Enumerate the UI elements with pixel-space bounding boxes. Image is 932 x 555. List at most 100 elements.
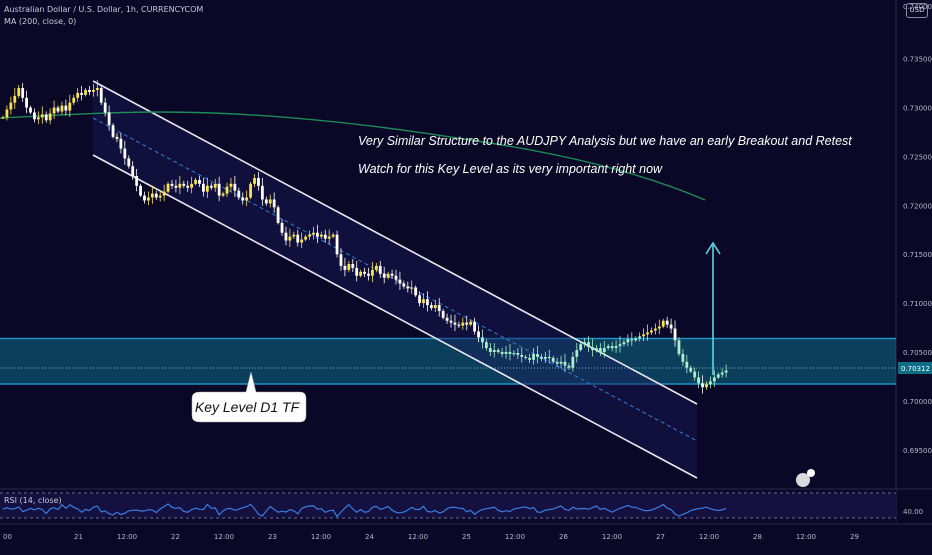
candle-body xyxy=(402,283,406,287)
candle-body xyxy=(598,348,602,352)
candle-body xyxy=(701,383,704,388)
candle-body xyxy=(111,125,115,137)
candle-body xyxy=(139,185,142,196)
candle-body xyxy=(103,102,107,113)
candle-body xyxy=(547,356,551,359)
candle-body xyxy=(292,234,296,237)
candle-body xyxy=(689,367,693,372)
candle-body xyxy=(595,348,598,351)
candle-body xyxy=(634,338,638,341)
candle-body xyxy=(68,102,72,111)
candle-body xyxy=(95,88,99,90)
candle-body xyxy=(469,321,473,325)
rsi-axis-tick: 40.00 xyxy=(903,508,923,516)
ma-line xyxy=(0,111,706,201)
candle-body xyxy=(323,234,327,239)
annotation-text-1: Very Similar Structure to the AUDJPY Ana… xyxy=(358,134,852,148)
candle-body xyxy=(237,190,241,198)
time-axis-tick: 25 xyxy=(462,533,471,541)
candle-body xyxy=(426,299,429,306)
candle-body xyxy=(665,320,669,325)
candle-body xyxy=(606,346,610,349)
candle-body xyxy=(304,236,308,240)
candle-body xyxy=(158,195,162,198)
candle-body xyxy=(681,353,685,362)
candle-body xyxy=(543,356,547,359)
candle-body xyxy=(221,193,225,196)
currency-button[interactable]: USD xyxy=(906,3,928,18)
candle-body xyxy=(638,336,642,339)
candle-body xyxy=(284,232,288,241)
callout-text: Key Level D1 TF xyxy=(194,399,300,415)
candle-body xyxy=(536,353,539,357)
candle-body xyxy=(186,185,190,188)
candle-body xyxy=(465,322,469,325)
price-axis-tick: 0.74000 xyxy=(903,3,932,11)
time-axis-tick: 26 xyxy=(559,533,568,541)
candle-body xyxy=(398,279,402,284)
price-axis-tick: 0.72000 xyxy=(903,202,932,210)
candle-body xyxy=(646,332,649,335)
price-axis-tick: 0.69500 xyxy=(903,447,932,455)
price-pane-bg xyxy=(0,0,896,489)
candle-body xyxy=(127,158,131,167)
candle-body xyxy=(661,320,665,327)
candle-body xyxy=(205,185,209,192)
rsi-legend: RSI (14, close) xyxy=(4,496,62,505)
candle-body xyxy=(296,234,300,243)
candle-body xyxy=(429,305,433,309)
time-axis-tick: 12:00 xyxy=(505,533,525,541)
candle-body xyxy=(650,330,653,333)
candle-body xyxy=(591,347,594,351)
candle-body xyxy=(150,193,154,198)
candle-body xyxy=(378,265,382,274)
candle-body xyxy=(520,354,524,357)
candle-body xyxy=(198,179,201,184)
current-price-tag xyxy=(898,362,932,374)
candle-body xyxy=(496,350,500,352)
candle-body xyxy=(693,371,697,378)
candle-body xyxy=(477,331,480,338)
candle-body xyxy=(182,183,186,186)
candle-body xyxy=(351,264,355,268)
candle-body xyxy=(52,107,56,114)
candle-body xyxy=(99,88,103,103)
annotation-text-2: Watch for this Key Level as its very imp… xyxy=(358,162,663,176)
candle-body xyxy=(705,384,708,388)
candle-body xyxy=(72,97,76,103)
indicator-legend-ma: MA (200, close, 0) xyxy=(4,17,77,26)
candle-body xyxy=(481,337,484,343)
price-axis-tick: 0.70000 xyxy=(903,398,932,406)
candle-body xyxy=(253,177,256,184)
candle-body xyxy=(225,186,229,194)
candle-body xyxy=(516,352,520,355)
candle-body xyxy=(21,88,25,98)
candle-body xyxy=(610,346,614,349)
time-axis-tick: 12:00 xyxy=(796,533,816,541)
candle-body xyxy=(473,321,476,332)
candle-body xyxy=(453,322,457,325)
candle-body xyxy=(25,97,28,108)
candle-body xyxy=(642,334,645,337)
candle-body xyxy=(80,92,83,95)
candle-body xyxy=(441,310,445,318)
chart-logo-icon xyxy=(796,473,810,487)
price-axis-tick: 0.71500 xyxy=(903,251,932,259)
candle-body xyxy=(280,222,284,233)
candle-body xyxy=(268,199,272,204)
candle-body xyxy=(162,191,166,196)
candle-body xyxy=(64,105,68,111)
candle-body xyxy=(217,183,221,196)
rsi-band xyxy=(0,493,896,518)
candle-body xyxy=(528,357,532,360)
candle-body xyxy=(131,166,135,177)
candle-body xyxy=(559,361,563,364)
candle-body xyxy=(532,353,535,360)
price-axis-tick: 0.72500 xyxy=(903,153,932,161)
time-axis-tick: 12:00 xyxy=(408,533,428,541)
candle-body xyxy=(241,197,245,201)
candle-body xyxy=(720,372,724,375)
candle-body xyxy=(583,342,587,345)
